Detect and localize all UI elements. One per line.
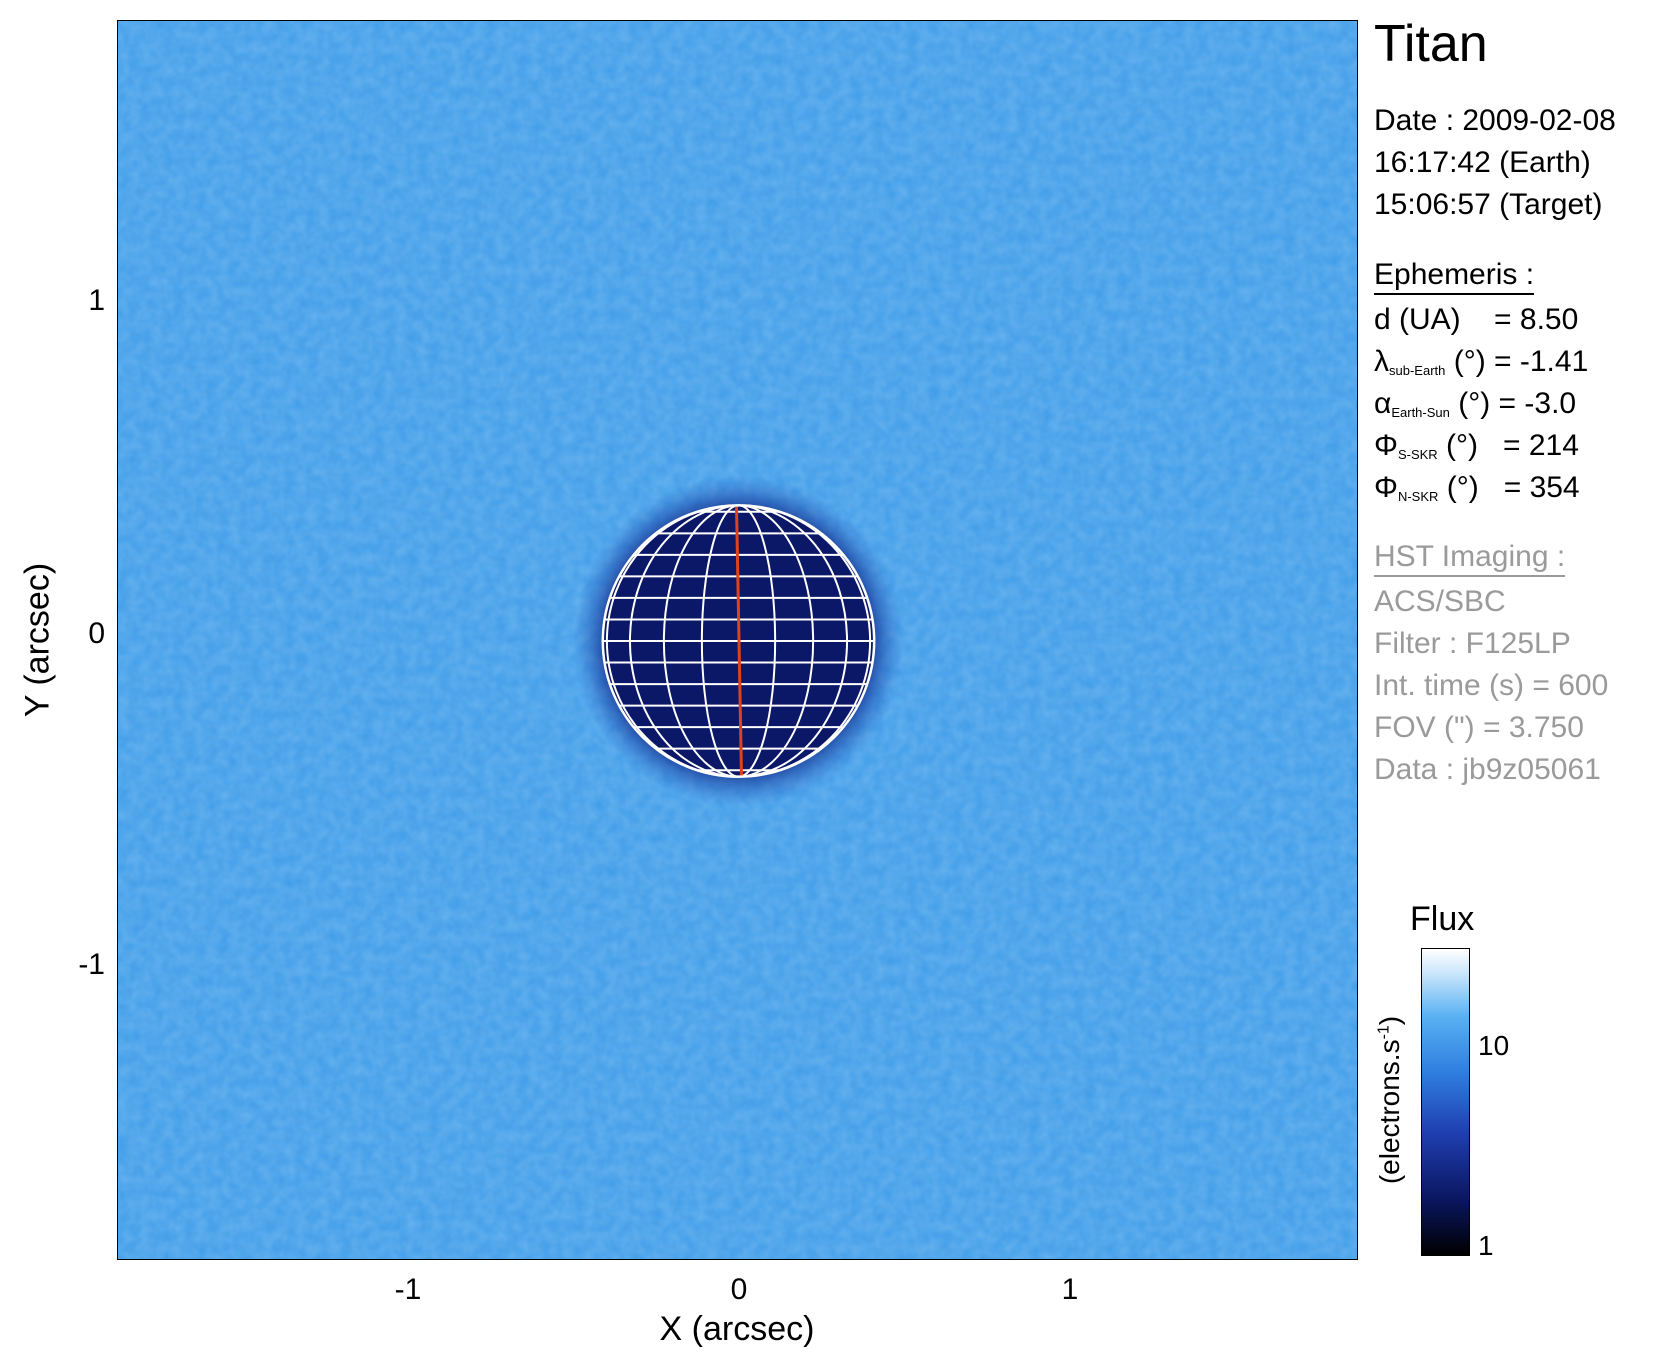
ephemeris-value: (°) = 354 [1438, 471, 1580, 504]
ephemeris-value: (°) = -3.0 [1449, 387, 1577, 420]
x-axis-label: X (arcsec) [659, 1310, 815, 1348]
ephemeris-symbol: d (UA) [1374, 303, 1461, 336]
hst-header-text: HST Imaging : [1374, 540, 1566, 577]
x-tick-label: 0 [730, 1273, 748, 1306]
ephemeris-value: = 8.50 [1460, 303, 1579, 336]
hst-line: FOV (") = 3.750 [1374, 711, 1584, 744]
ephemeris-value: (°) = -1.41 [1445, 345, 1589, 378]
ephemeris-row: d (UA) = 8.50 [1374, 303, 1578, 337]
colorbar-unit-sup: -1 [1375, 1025, 1393, 1040]
ephemeris-symbol: α [1374, 387, 1392, 420]
central-meridian [735, 505, 743, 777]
ephemeris-symbol: Φ [1374, 471, 1398, 504]
image-plot [117, 20, 1358, 1260]
target-title: Titan [1374, 15, 1488, 73]
y-tick-label: 0 [88, 617, 105, 650]
ephemeris-header-text: Ephemeris : [1374, 258, 1535, 295]
colorbar-unit-label: (electrons.s-1) [1374, 1016, 1406, 1184]
hst-header: HST Imaging : [1374, 540, 1566, 577]
colorbar-unit-text: (electrons.s [1374, 1039, 1405, 1185]
y-axis-label: Y (arcsec) [18, 562, 57, 718]
x-tick-label: -1 [394, 1273, 422, 1306]
hst-line: ACS/SBC [1374, 585, 1506, 618]
ephemeris-subscript: sub-Earth [1389, 363, 1446, 378]
colorbar-tick-label: 1 [1478, 1230, 1494, 1261]
hst-line: Int. time (s) = 600 [1374, 669, 1609, 702]
earth-time: 16:17:42 (Earth) [1374, 146, 1591, 179]
ephemeris-subscript: N-SKR [1397, 489, 1439, 504]
ephemeris-header: Ephemeris : [1374, 258, 1535, 295]
colorbar [1421, 948, 1470, 1256]
y-tick-label: -1 [78, 948, 105, 981]
ephemeris-symbol: Φ [1374, 429, 1398, 462]
target-time: 15:06:57 (Target) [1374, 188, 1603, 221]
hst-line: Data : jb9z05061 [1374, 753, 1601, 786]
colorbar-title: Flux [1410, 900, 1475, 938]
y-tick-label: 1 [88, 284, 105, 317]
titan-disk [572, 475, 905, 807]
ephemeris-value: (°) = 214 [1437, 429, 1579, 462]
ephemeris-row: ΦS-SKR (°) = 214 [1374, 429, 1579, 463]
ephemeris-subscript: Earth-Sun [1391, 405, 1450, 420]
hst-line: Filter : F125LP [1374, 627, 1571, 660]
date-line: Date : 2009-02-08 [1374, 104, 1616, 137]
x-tick-label: 1 [1061, 1273, 1079, 1306]
disk-limb [601, 504, 876, 778]
ephemeris-row: λsub-Earth (°) = -1.41 [1374, 345, 1588, 379]
colorbar-tick-label: 10 [1478, 1030, 1510, 1061]
ephemeris-row: αEarth-Sun (°) = -3.0 [1374, 387, 1576, 421]
ephemeris-symbol: λ [1374, 345, 1389, 378]
ephemeris-subscript: S-SKR [1397, 447, 1438, 462]
colorbar-unit-close: ) [1374, 1015, 1405, 1026]
ephemeris-row: ΦN-SKR (°) = 354 [1374, 471, 1580, 505]
image-plot-svg [118, 21, 1357, 1259]
